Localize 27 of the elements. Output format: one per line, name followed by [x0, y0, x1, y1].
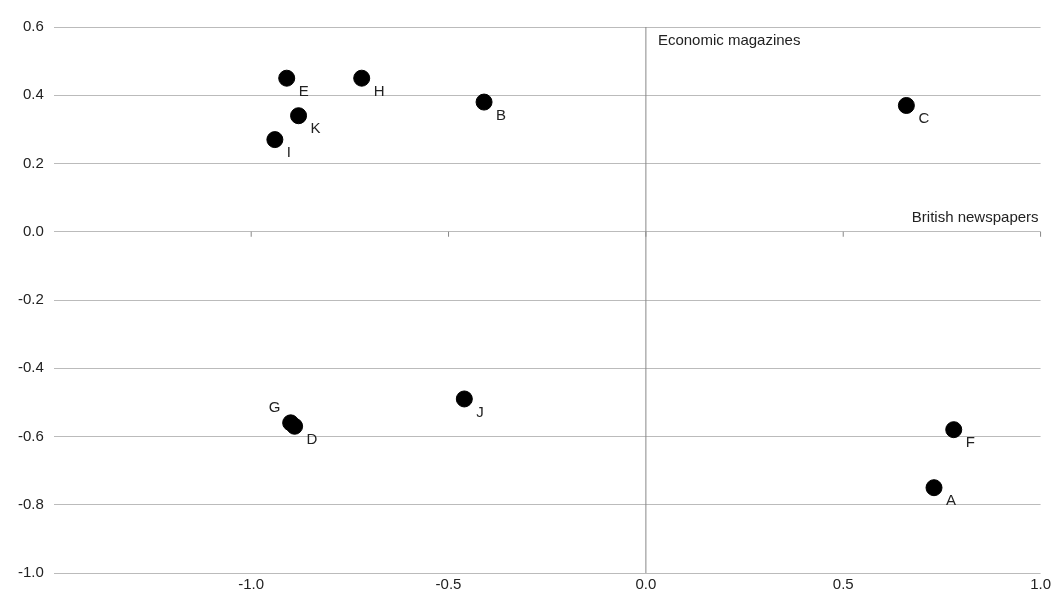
y-tick-label: 0.6: [22, 17, 44, 35]
data-label: I: [286, 143, 292, 161]
data-label: G: [268, 398, 281, 416]
data-label: A: [946, 491, 957, 509]
data-label: F: [965, 433, 975, 451]
data-label: C: [918, 109, 930, 127]
data-label: D: [306, 429, 318, 447]
data-label: E: [298, 81, 309, 99]
data-label: J: [476, 402, 484, 420]
x-tick-label: 0.0: [635, 575, 657, 593]
y-axis-title: Economic magazines: [657, 30, 801, 48]
x-tick-label: -1.0: [238, 575, 265, 593]
x-tick-label: -0.5: [435, 575, 462, 593]
data-label: K: [310, 119, 321, 137]
data-label: B: [496, 105, 507, 123]
y-tick-label: -0.8: [17, 494, 44, 512]
y-tick-label: 0.0: [22, 221, 44, 239]
y-tick-label: -1.0: [17, 563, 44, 581]
y-tick-label: -0.2: [17, 290, 44, 308]
y-tick-label: -0.6: [17, 426, 44, 444]
x-tick-label: 1.0: [1030, 575, 1051, 593]
data-label: H: [373, 81, 385, 99]
x-axis-title: British newspapers: [911, 208, 1039, 226]
y-tick-label: -0.4: [17, 358, 44, 376]
x-tick-label: 0.5: [832, 575, 854, 593]
y-tick-label: 0.2: [22, 153, 44, 171]
y-tick-label: 0.4: [22, 85, 44, 103]
